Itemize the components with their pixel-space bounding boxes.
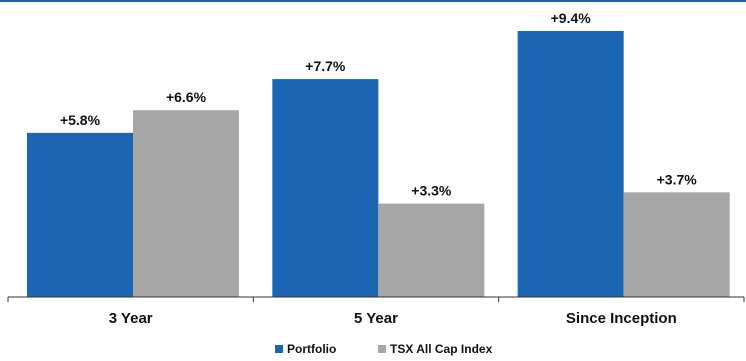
- top-accent-rule: [0, 0, 746, 2]
- bar-5-year-tsx-all-cap-index: [378, 203, 485, 297]
- legend-label: TSX All Cap Index: [390, 342, 493, 356]
- bar-3-year-portfolio: [27, 132, 133, 297]
- legend-swatch: [378, 345, 386, 353]
- legend-label: Portfolio: [287, 342, 336, 356]
- data-label: +6.6%: [166, 89, 207, 105]
- x-tick-label: 5 Year: [354, 310, 398, 327]
- x-tick-label: Since Inception: [566, 310, 677, 327]
- data-label: +7.7%: [305, 58, 346, 74]
- legend-swatch: [275, 345, 283, 353]
- data-label: +3.3%: [411, 183, 452, 199]
- bar-since-inception-tsx-all-cap-index: [623, 192, 730, 297]
- data-label: +5.8%: [60, 112, 101, 128]
- bar-since-inception-portfolio: [517, 30, 624, 297]
- bar-5-year-portfolio: [272, 79, 379, 297]
- data-label: +3.7%: [657, 171, 698, 187]
- data-label: +9.4%: [551, 10, 592, 26]
- x-tick-label: 3 Year: [109, 310, 153, 327]
- bar-3-year-tsx-all-cap-index: [133, 110, 239, 297]
